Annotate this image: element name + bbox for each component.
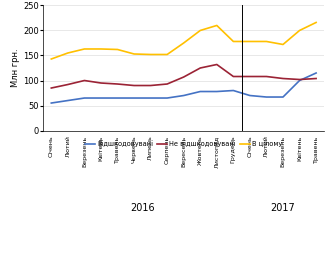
Y-axis label: Млн грн.: Млн грн. — [11, 49, 20, 87]
Legend: Відшкодовувані, Не відшкодовувані, В цілому: Відшкодовувані, Не відшкодовувані, В ціл… — [85, 140, 282, 147]
Text: 2016: 2016 — [130, 203, 155, 213]
Text: 2017: 2017 — [271, 203, 295, 213]
